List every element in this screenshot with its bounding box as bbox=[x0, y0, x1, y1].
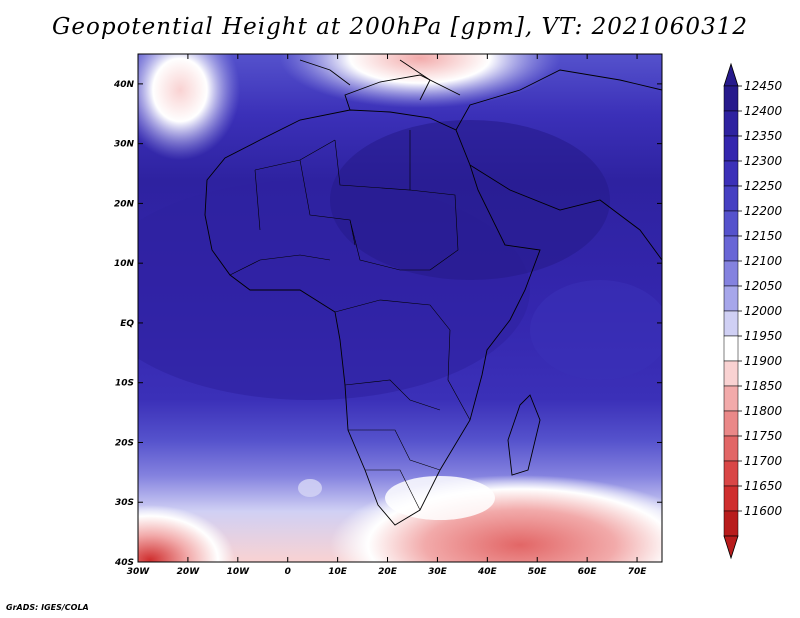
colorbar-swatch bbox=[723, 485, 739, 512]
lat-tick-label: 30S bbox=[115, 498, 134, 508]
lat-tick-label: 40N bbox=[113, 80, 135, 90]
credit-label: GrADS: IGES/COLA bbox=[6, 603, 89, 612]
country-borders bbox=[229, 130, 471, 511]
colorbar-swatch bbox=[723, 110, 739, 137]
colorbar-swatch bbox=[723, 310, 739, 337]
colorbar-level-label: 11850 bbox=[744, 379, 783, 393]
colorbar-level-label: 11700 bbox=[744, 454, 783, 468]
colorbar-level-label: 12000 bbox=[744, 304, 783, 318]
lon-tick-label: 60E bbox=[578, 567, 598, 577]
colorbar-swatch bbox=[723, 335, 739, 362]
height-field bbox=[138, 54, 662, 562]
latitude-axis: 40N 30N 20N 10N EQ 10S 20S 30S 40S bbox=[113, 80, 662, 568]
lon-tick-label: 50E bbox=[528, 567, 548, 577]
lon-tick-label: 20E bbox=[378, 567, 398, 577]
colorbar-swatch bbox=[723, 185, 739, 212]
colorbar-level-label: 11900 bbox=[744, 354, 783, 368]
lat-tick-label: 20N bbox=[114, 199, 135, 209]
lon-tick-label: 10E bbox=[328, 567, 348, 577]
colorbar-level-label: 12400 bbox=[744, 104, 783, 118]
colorbar-level-label: 11950 bbox=[744, 329, 783, 343]
colorbar-level-label: 11750 bbox=[744, 429, 783, 443]
lat-tick-label: 40S bbox=[114, 558, 134, 568]
colorbar-swatch bbox=[723, 85, 739, 112]
lon-tick-label: 20W bbox=[177, 567, 201, 577]
colorbar-level-label: 11800 bbox=[744, 404, 783, 418]
colorbar-level-label: 12050 bbox=[744, 279, 783, 293]
colorbar-swatch bbox=[723, 135, 739, 162]
colorbar-level-label: 12300 bbox=[744, 154, 783, 168]
lon-tick-label: 40E bbox=[477, 567, 498, 577]
colorbar-level-label: 12200 bbox=[744, 204, 783, 218]
colorbar-level-label: 11650 bbox=[744, 479, 783, 493]
colorbar-level-label: 12350 bbox=[744, 129, 783, 143]
lat-tick-label: 10S bbox=[115, 379, 134, 389]
colorbar-level-label: 12150 bbox=[744, 229, 783, 243]
colorbar: 12450 12400 12350 12300 12250 12200 12150 12100… bbox=[723, 62, 783, 560]
colorbar-swatch bbox=[723, 510, 739, 537]
colorbar-swatch bbox=[723, 435, 739, 462]
map-frame bbox=[137, 53, 663, 563]
lon-tick-label: 30W bbox=[127, 567, 151, 577]
colorbar-level-label: 11600 bbox=[744, 504, 783, 518]
longitude-axis: 30W 20W 10W 0 10E 20E 30E 40E 50E 60E 70E bbox=[127, 54, 647, 577]
lon-tick-label: 30E bbox=[428, 567, 448, 577]
lon-tick-label: 70E bbox=[628, 567, 648, 577]
lat-tick-label: 30N bbox=[114, 140, 135, 150]
triangle-down-icon bbox=[723, 535, 739, 560]
colorbar-swatch bbox=[723, 360, 739, 387]
lat-tick-label: EQ bbox=[120, 319, 134, 329]
lon-tick-label: 10W bbox=[227, 567, 251, 577]
colorbar-swatch bbox=[723, 260, 739, 287]
colorbar-swatch bbox=[723, 410, 739, 437]
colorbar-swatch bbox=[723, 210, 739, 237]
lat-tick-label: 20S bbox=[115, 438, 134, 448]
lat-tick-label: 10N bbox=[114, 259, 135, 269]
colorbar-swatch bbox=[723, 460, 739, 487]
triangle-up-icon bbox=[723, 62, 739, 87]
colorbar-level-label: 12100 bbox=[744, 254, 783, 268]
colorbar-swatch bbox=[723, 285, 739, 312]
coastlines bbox=[204, 59, 662, 526]
colorbar-swatch bbox=[723, 385, 739, 412]
colorbar-swatch bbox=[723, 235, 739, 262]
lon-tick-label: 0 bbox=[285, 567, 291, 577]
map-title: Geopotential Height at 200hPa [gpm], VT:… bbox=[52, 14, 748, 40]
colorbar-level-label: 12450 bbox=[744, 79, 783, 93]
colorbar-level-label: 12250 bbox=[744, 179, 783, 193]
colorbar-swatch bbox=[723, 160, 739, 187]
